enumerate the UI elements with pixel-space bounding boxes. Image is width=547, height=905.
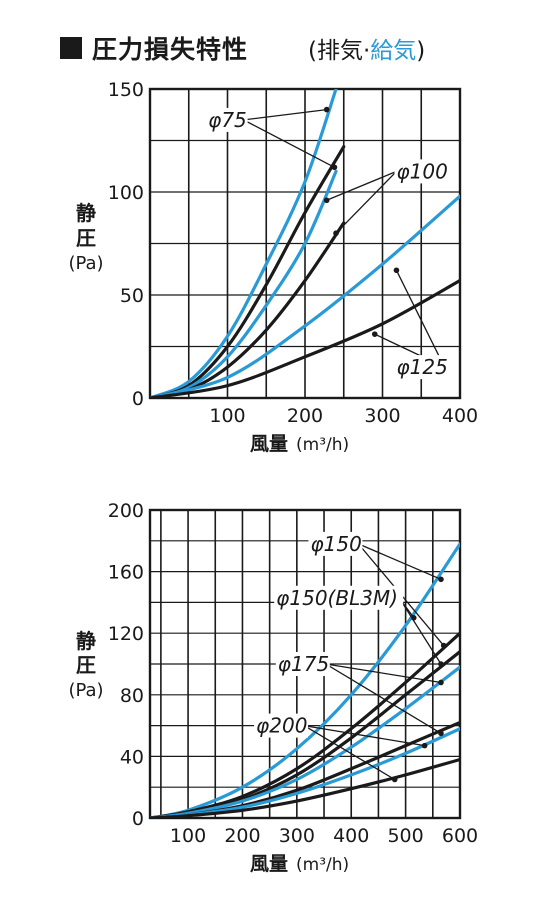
subtitle-open-paren: ( xyxy=(308,38,317,64)
y-axis-label: 圧 xyxy=(76,226,96,250)
plot-frame xyxy=(148,508,462,820)
series-label-backdrop xyxy=(274,585,404,610)
series-label: φ200 xyxy=(256,714,307,738)
x-axis-unit: (m³/h) xyxy=(296,855,349,875)
y-tick-label: 150 xyxy=(108,79,144,101)
series-label: φ75 xyxy=(208,108,247,132)
x-tick-label: 200 xyxy=(287,405,323,427)
y-tick-label: 50 xyxy=(120,285,144,307)
x-axis-unit: (m³/h) xyxy=(296,435,349,455)
series-line-supply xyxy=(150,194,460,398)
annotation-leader-line xyxy=(326,170,397,201)
y-tick-label: 120 xyxy=(108,623,144,645)
series-label: φ125 xyxy=(396,355,447,379)
annotation-dot xyxy=(323,106,330,113)
annotation-leader-line xyxy=(325,663,442,734)
series-label: φ150 xyxy=(310,532,361,556)
annotation-dot xyxy=(440,642,447,649)
annotation-leader-line xyxy=(303,724,425,747)
annotation-dot xyxy=(438,661,444,667)
series-line-exhaust xyxy=(150,221,346,398)
series-label-backdrop xyxy=(206,107,248,132)
annotation-dot xyxy=(371,331,378,337)
annotation-dot xyxy=(438,576,444,583)
annotation-leader-line xyxy=(325,663,442,684)
x-tick-label: 600 xyxy=(442,825,478,847)
header: 圧力損失特性 (排気·給気) xyxy=(0,0,547,80)
annotation-leader-line xyxy=(243,108,327,121)
x-axis-label: 風量 xyxy=(250,433,288,455)
annotation-leader-line xyxy=(335,170,397,234)
x-tick-label: 100 xyxy=(209,405,245,427)
y-axis-label: 静 xyxy=(76,629,96,653)
series-label-backdrop xyxy=(275,652,330,676)
y-tick-label: 200 xyxy=(108,500,144,522)
annotation-leader-line xyxy=(398,597,442,665)
y-axis-label: (Pa) xyxy=(68,680,103,701)
y-axis-label: (Pa) xyxy=(68,253,103,274)
series-line-exhaust xyxy=(150,757,460,818)
y-tick-label: 0 xyxy=(132,808,144,830)
subtitle-exhaust: 排気 xyxy=(316,38,363,64)
x-tick-label: 500 xyxy=(387,825,423,847)
series-label-backdrop xyxy=(308,531,363,556)
series-label: φ150(BL3M) xyxy=(276,586,398,610)
annotation-dot xyxy=(438,730,444,737)
x-tick-label: 100 xyxy=(170,825,206,847)
title-square-icon xyxy=(60,37,82,59)
annotation-leader-line xyxy=(243,119,335,168)
annotation-dot xyxy=(331,164,338,171)
y-axis-label: 静 xyxy=(76,201,96,225)
annotation-dot xyxy=(393,267,400,274)
subtitle-supply: 給気 xyxy=(370,38,417,64)
annotation-dot xyxy=(438,679,444,686)
series-line-exhaust xyxy=(150,278,460,398)
y-tick-label: 160 xyxy=(108,562,144,584)
plot-frame xyxy=(148,87,462,400)
series-label-backdrop xyxy=(254,713,309,738)
series-line-exhaust xyxy=(150,145,346,398)
x-axis-label: 風量 xyxy=(250,853,288,875)
series-label-backdrop xyxy=(394,159,449,184)
annotation-leader-line xyxy=(358,543,442,580)
chart-bottom: 0 40 80 120 160 200 100 200 300 400 500 600 静圧 (Pa) 風量… xyxy=(68,500,478,875)
series-label: φ100 xyxy=(396,159,447,183)
annotation-leader-line xyxy=(395,269,446,368)
y-tick-label: 100 xyxy=(108,182,144,204)
annotation-dot xyxy=(323,197,330,204)
annotation-dot xyxy=(421,742,428,749)
x-tick-label: 400 xyxy=(333,825,369,847)
annotation-dot xyxy=(333,230,339,236)
y-tick-label: 80 xyxy=(120,685,144,707)
page-title: 圧力損失特性 xyxy=(92,35,249,64)
series-label-backdrop xyxy=(394,355,449,380)
y-tick-label: 40 xyxy=(120,746,144,768)
y-axis-label: 圧 xyxy=(76,653,96,677)
x-tick-label: 200 xyxy=(224,825,260,847)
series-line-supply xyxy=(150,169,338,398)
chart-top: 0 50 100 150 100 200 300 400 静圧 (Pa) 風量 (m³/h) φ75 φ1… xyxy=(68,79,478,455)
x-tick-label: 400 xyxy=(442,405,478,427)
subtitle-close-paren: ) xyxy=(416,38,426,64)
series-label: φ175 xyxy=(278,652,329,676)
y-tick-label: 0 xyxy=(132,388,144,410)
x-tick-label: 300 xyxy=(279,825,315,847)
annotation-dot xyxy=(391,776,398,783)
annotation-leader-line xyxy=(303,725,396,781)
subtitle-dot: · xyxy=(362,38,371,64)
series-line-supply xyxy=(150,89,338,398)
title-subtitle: (排気·給気) xyxy=(308,31,425,65)
x-tick-label: 300 xyxy=(364,405,400,427)
